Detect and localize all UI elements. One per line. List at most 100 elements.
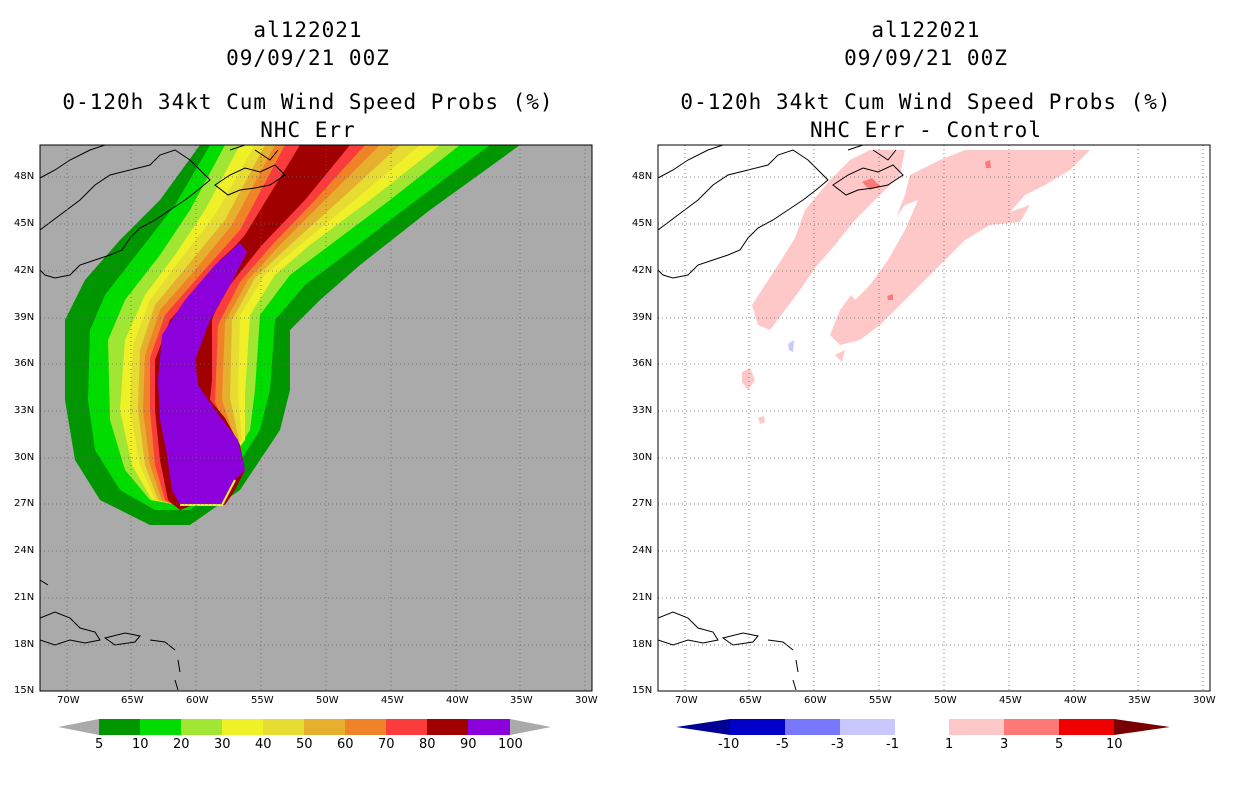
left-lon-label: 35W (510, 695, 533, 706)
left-cb-swatch-7 (386, 719, 427, 735)
band-100 (158, 243, 247, 505)
right-cb-swatch-2 (840, 719, 895, 735)
left-map-frame (39, 144, 593, 692)
right-map[interactable] (658, 145, 1210, 691)
left-cb-swatch-0 (99, 719, 140, 735)
left-colorbar-under (58, 719, 99, 735)
left-lat-label: 36N (14, 358, 35, 369)
left-colorbar-label: 50 (296, 737, 313, 752)
right-cb-swatch-6 (1059, 719, 1114, 735)
left-lon-label: 65W (121, 695, 144, 706)
difference-shading (742, 150, 1090, 424)
right-lat-label: 15N (632, 685, 653, 696)
right-lat-label: 30N (632, 452, 653, 463)
left-map-subtitle: NHC Err (260, 118, 356, 142)
left-cb-swatch-6 (345, 719, 386, 735)
right-lon-label: 40W (1064, 695, 1087, 706)
right-lon-label: 55W (869, 695, 892, 706)
left-lat-label: 15N (14, 685, 35, 696)
left-lon-label: 50W (316, 695, 339, 706)
right-datetime: 09/09/21 00Z (844, 46, 1008, 70)
left-cb-swatch-1 (140, 719, 181, 735)
right-colorbar-label: -10 (718, 737, 740, 752)
right-map-subtitle: NHC Err - Control (810, 118, 1042, 142)
left-lat-label: 21N (14, 592, 35, 603)
left-lat-label: 39N (14, 312, 35, 323)
right-map-frame (657, 144, 1211, 692)
left-lon-label: 55W (251, 695, 274, 706)
diff-high-2 (985, 160, 991, 168)
left-colorbar-label: 5 (95, 737, 104, 752)
right-lat-label: 48N (632, 171, 653, 182)
left-cb-swatch-2 (181, 719, 222, 735)
coastlines-right (658, 145, 904, 691)
diff-gap (848, 200, 918, 300)
right-lon-label: 50W (934, 695, 957, 706)
right-colorbar-label: -3 (831, 737, 844, 752)
diff-small-1 (742, 368, 755, 390)
right-gridlines (658, 145, 1210, 691)
left-datetime: 09/09/21 00Z (226, 46, 390, 70)
right-lat-label: 45N (632, 218, 653, 229)
left-lon-label: 30W (575, 695, 598, 706)
right-lon-label: 65W (739, 695, 762, 706)
left-map[interactable] (40, 145, 592, 691)
left-colorbar-label: 90 (460, 737, 477, 752)
left-colorbar (58, 719, 551, 735)
right-colorbar (676, 719, 1170, 735)
left-cb-swatch-9 (468, 719, 510, 735)
left-lon-label: 40W (446, 695, 469, 706)
left-lat-label: 18N (14, 639, 35, 650)
right-lon-label: 45W (999, 695, 1022, 706)
left-lon-label: 45W (381, 695, 404, 706)
right-colorbar-label: 1 (945, 737, 954, 752)
right-cb-swatch-4 (949, 719, 1004, 735)
right-lon-label: 35W (1128, 695, 1151, 706)
left-storm-id: al122021 (253, 18, 363, 42)
left-lon-label: 70W (57, 695, 80, 706)
diff-high-3 (887, 294, 893, 300)
right-cb-swatch-5 (1004, 719, 1059, 735)
right-lon-label: 30W (1193, 695, 1216, 706)
left-lat-label: 27N (14, 498, 35, 509)
left-colorbar-label: 60 (337, 737, 354, 752)
left-colorbar-label: 70 (378, 737, 395, 752)
left-gridlines (40, 145, 592, 691)
right-lat-label: 24N (632, 545, 653, 556)
left-lat-label: 42N (14, 265, 35, 276)
right-lat-label: 36N (632, 358, 653, 369)
left-lat-label: 45N (14, 218, 35, 229)
right-cb-swatch-0 (730, 719, 785, 735)
diff-positive-west (752, 150, 905, 330)
right-lat-label: 27N (632, 498, 653, 509)
left-cb-swatch-8 (427, 719, 468, 735)
right-lat-label: 39N (632, 312, 653, 323)
diff-positive-east (830, 150, 1090, 345)
left-lat-label: 33N (14, 405, 35, 416)
right-colorbar-label: -1 (886, 737, 899, 752)
probability-bands (65, 145, 520, 525)
left-lon-label: 60W (186, 695, 209, 706)
right-lat-label: 18N (632, 639, 653, 650)
right-colorbar-label: -5 (776, 737, 789, 752)
left-lat-label: 30N (14, 452, 35, 463)
left-cb-swatch-3 (222, 719, 263, 735)
diff-small-2 (758, 416, 765, 424)
right-lat-label: 21N (632, 592, 653, 603)
right-cb-swatch-3 (895, 719, 949, 735)
left-colorbar-label: 40 (255, 737, 272, 752)
left-cb-swatch-5 (304, 719, 345, 735)
right-lat-label: 42N (632, 265, 653, 276)
left-colorbar-label: 100 (498, 737, 523, 752)
left-lat-label: 24N (14, 545, 35, 556)
diff-negative (788, 340, 794, 352)
band-100-edge (180, 479, 236, 506)
right-colorbar-over (1114, 719, 1170, 735)
left-lat-label: 48N (14, 171, 35, 182)
left-colorbar-label: 30 (214, 737, 231, 752)
left-cb-swatch-4 (263, 719, 304, 735)
right-storm-id: al122021 (871, 18, 981, 42)
left-colorbar-over (510, 719, 551, 735)
right-lon-label: 70W (675, 695, 698, 706)
